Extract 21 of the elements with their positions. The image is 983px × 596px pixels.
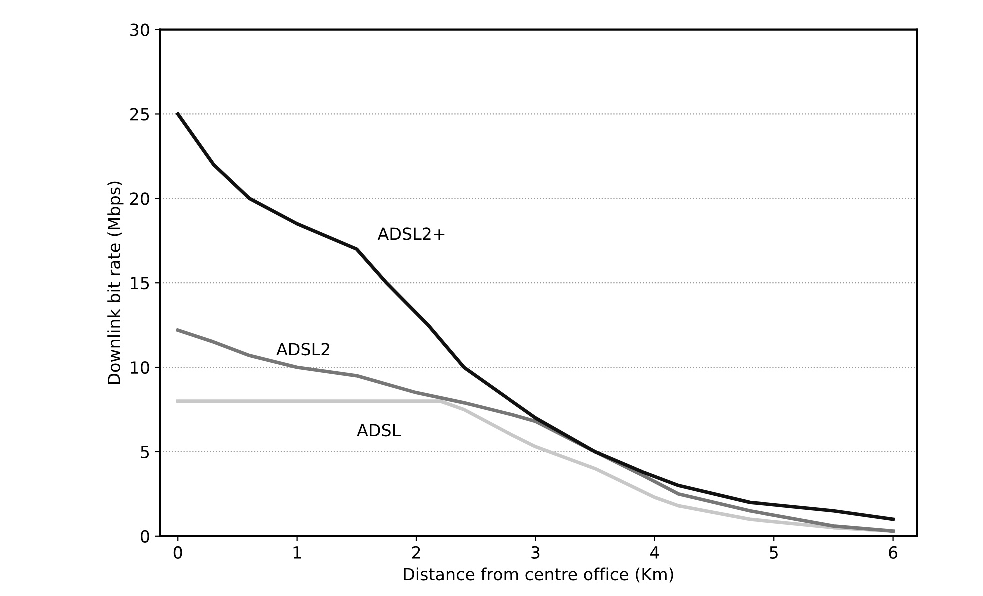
x-tick-label: 2 xyxy=(412,546,420,559)
x-tick-label: 5 xyxy=(770,546,778,560)
y-tick-label: 25 xyxy=(130,108,150,121)
x-tick-label: 4 xyxy=(650,546,660,559)
y-tick-label: 0 xyxy=(141,530,150,543)
line-series xyxy=(176,328,896,534)
series-label: ADSL2+ xyxy=(378,228,445,240)
x-tick-label: 6 xyxy=(889,546,898,560)
x-tick-label: 3 xyxy=(532,546,540,560)
x-axis-title: Distance from centre office (Km) xyxy=(404,568,674,583)
line-series xyxy=(176,112,896,522)
x-tick-label: 1 xyxy=(294,546,302,559)
y-tick-label: 5 xyxy=(141,446,150,459)
series-label: ADSL2 xyxy=(276,343,330,356)
y-tick-label: 30 xyxy=(130,24,150,36)
y-axis-title: Downlink bit rate (Mbps) xyxy=(108,182,124,384)
y-tick-label: 10 xyxy=(131,361,150,374)
x-tick-label: 0 xyxy=(174,546,182,560)
y-tick-label: 20 xyxy=(130,192,150,206)
series-label: ADSL xyxy=(357,424,402,437)
y-tick-label: 15 xyxy=(131,277,150,290)
